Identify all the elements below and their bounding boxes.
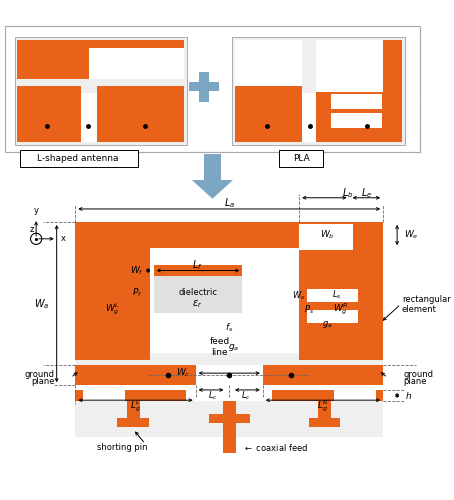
Bar xyxy=(75,364,383,386)
Text: ground: ground xyxy=(25,370,55,378)
Text: $g_a$: $g_a$ xyxy=(322,319,332,330)
Text: PLA: PLA xyxy=(293,154,310,163)
Text: $W_c$: $W_c$ xyxy=(176,367,190,380)
Bar xyxy=(196,364,263,386)
Polygon shape xyxy=(192,180,233,199)
Text: $W_g^L$: $W_g^L$ xyxy=(105,301,120,316)
Text: plane: plane xyxy=(31,377,55,386)
Bar xyxy=(18,86,81,142)
Text: z: z xyxy=(30,225,34,234)
Bar xyxy=(75,248,150,360)
Text: $L_g^L$: $L_g^L$ xyxy=(129,398,140,413)
Bar xyxy=(302,94,316,142)
Bar xyxy=(75,390,383,401)
Bar xyxy=(316,40,383,92)
Text: $L_g^R$: $L_g^R$ xyxy=(317,398,328,413)
Bar xyxy=(15,38,187,144)
Bar xyxy=(127,390,140,427)
Text: $h$: $h$ xyxy=(405,390,412,401)
Text: $L_s$: $L_s$ xyxy=(332,288,341,301)
Text: $W_g^R$: $W_g^R$ xyxy=(333,301,349,316)
Bar xyxy=(15,38,187,144)
Text: L-shaped antenna: L-shaped antenna xyxy=(37,154,119,163)
Text: $W_e$: $W_e$ xyxy=(404,229,418,241)
Text: $L_b$: $L_b$ xyxy=(342,186,353,200)
Bar xyxy=(150,248,299,352)
Bar xyxy=(309,418,340,427)
Bar xyxy=(89,48,184,80)
Text: $L_f$: $L_f$ xyxy=(192,258,203,272)
Bar xyxy=(5,26,419,152)
Text: plane: plane xyxy=(404,377,427,386)
Bar xyxy=(318,390,331,427)
Bar xyxy=(331,94,382,109)
Text: $L_c$: $L_c$ xyxy=(241,390,251,402)
Bar xyxy=(153,265,242,314)
Text: $g_a$: $g_a$ xyxy=(228,342,239,352)
Text: ground: ground xyxy=(404,370,434,378)
Bar xyxy=(279,150,323,167)
Bar xyxy=(299,224,353,250)
Bar xyxy=(331,113,382,128)
Text: shorting pin: shorting pin xyxy=(97,443,147,452)
Text: x: x xyxy=(60,234,65,244)
Bar xyxy=(97,86,184,142)
Bar xyxy=(306,289,358,302)
Text: $\varepsilon_r$: $\varepsilon_r$ xyxy=(192,298,202,310)
Text: $f_s$: $f_s$ xyxy=(225,321,233,334)
Text: line: line xyxy=(212,348,228,357)
Text: rectangular: rectangular xyxy=(402,295,450,304)
Bar xyxy=(75,390,383,436)
Bar xyxy=(232,38,405,144)
Text: $L_a$: $L_a$ xyxy=(224,196,235,210)
Bar xyxy=(5,26,419,152)
Bar xyxy=(186,390,272,401)
Bar xyxy=(75,222,383,248)
Bar xyxy=(299,222,383,360)
Text: $W_a$: $W_a$ xyxy=(34,297,49,311)
Bar xyxy=(189,82,219,92)
Bar xyxy=(117,418,149,427)
Bar xyxy=(334,390,375,401)
Text: element: element xyxy=(402,305,437,314)
Text: feed: feed xyxy=(210,337,230,346)
Bar xyxy=(83,390,125,401)
Bar xyxy=(232,38,405,144)
Text: $P_f$: $P_f$ xyxy=(132,286,143,299)
Bar xyxy=(81,94,97,142)
Text: $W_b$: $W_b$ xyxy=(320,229,335,241)
Bar xyxy=(223,390,236,444)
Bar xyxy=(209,414,250,424)
Text: $L_e$: $L_e$ xyxy=(360,186,372,200)
Bar xyxy=(18,86,81,142)
Bar xyxy=(223,444,236,454)
Bar xyxy=(153,265,242,276)
Bar xyxy=(199,72,209,102)
Bar xyxy=(20,150,138,167)
Text: $W_f$: $W_f$ xyxy=(130,264,144,277)
Bar xyxy=(316,40,402,142)
Bar xyxy=(18,40,184,80)
Bar xyxy=(75,222,383,386)
Bar xyxy=(204,154,221,180)
Text: $W_s$: $W_s$ xyxy=(291,290,305,302)
Text: $L_c$: $L_c$ xyxy=(207,390,217,402)
Text: y: y xyxy=(34,206,39,214)
Bar xyxy=(306,310,358,323)
Bar xyxy=(235,86,302,142)
Text: $P_s$: $P_s$ xyxy=(304,304,314,316)
Text: $\leftarrow$ coaxial feed: $\leftarrow$ coaxial feed xyxy=(243,442,308,453)
Text: dielectric: dielectric xyxy=(178,288,217,298)
Bar xyxy=(235,40,302,86)
